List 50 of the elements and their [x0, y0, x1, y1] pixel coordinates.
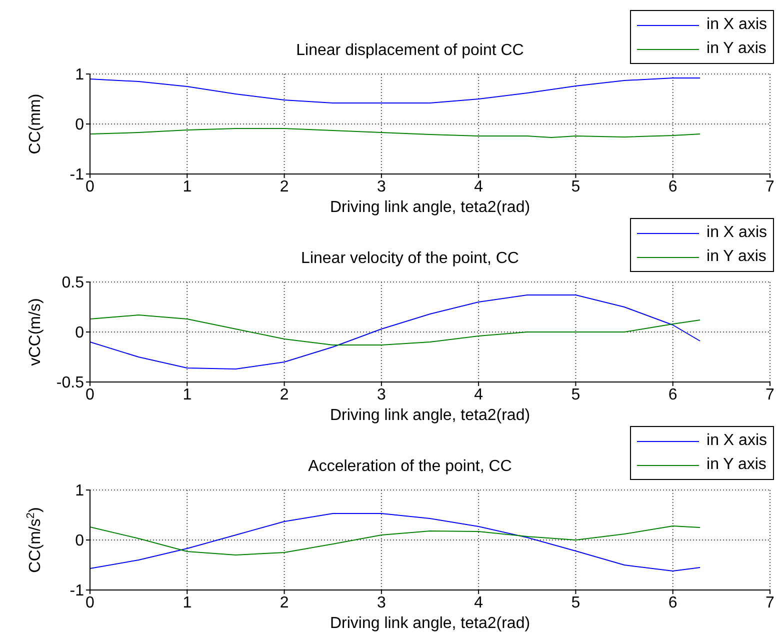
line-series — [90, 128, 701, 138]
legend-label: in Y axis — [706, 455, 766, 475]
chart-title: Linear velocity of the point, CC — [301, 250, 519, 267]
x-tick-label: 5 — [571, 386, 580, 404]
y-tick-label: 1 — [75, 66, 84, 84]
x-tick-label: 2 — [280, 386, 289, 404]
x-tick-label: 4 — [474, 386, 484, 404]
x-tick-label: 5 — [571, 594, 580, 612]
x-tick-label: 4 — [474, 178, 484, 196]
chart-title: Linear displacement of point CC — [296, 42, 524, 59]
x-tick-label: 3 — [376, 594, 386, 612]
legend-label: in X axis — [706, 223, 767, 243]
y-axis-title: vCC(m/s) — [27, 298, 44, 366]
x-tick-label: 7 — [766, 386, 775, 404]
legend-label: in X axis — [706, 431, 767, 451]
x-tick-label: 6 — [668, 386, 678, 404]
legend-label: in Y axis — [706, 247, 766, 267]
legend-label: in X axis — [706, 15, 767, 35]
y-tick-label: 0.5 — [62, 274, 84, 292]
x-tick-label: 7 — [766, 594, 775, 612]
x-tick-label: 1 — [182, 178, 192, 196]
line-series — [90, 513, 701, 572]
x-tick-label: 6 — [668, 178, 678, 196]
y-tick-label: -1 — [70, 166, 84, 184]
line-series — [90, 294, 701, 370]
line-series — [90, 314, 701, 346]
x-tick-label: 7 — [766, 178, 775, 196]
x-tick-label: 2 — [280, 594, 289, 612]
line-series — [90, 526, 701, 556]
x-tick-label: 4 — [474, 594, 484, 612]
y-tick-label: 1 — [75, 482, 84, 500]
y-axis-title: CC(mm) — [27, 94, 44, 154]
x-tick-label: 1 — [182, 386, 192, 404]
line-series — [90, 78, 701, 104]
chart-title: Acceleration of the point, CC — [308, 458, 512, 475]
x-tick-label: 1 — [182, 594, 192, 612]
y-tick-label: 0 — [75, 324, 84, 342]
y-tick-label: 0 — [75, 116, 84, 134]
x-tick-label: 2 — [280, 178, 289, 196]
x-tick-label: 6 — [668, 594, 678, 612]
x-tick-label: 3 — [376, 386, 386, 404]
legend-label: in Y axis — [706, 39, 766, 59]
x-tick-label: 5 — [571, 178, 580, 196]
x-axis-title: Driving link angle, teta2(rad) — [330, 199, 530, 216]
x-axis-title: Driving link angle, teta2(rad) — [330, 615, 530, 632]
y-tick-label: -0.5 — [56, 374, 84, 392]
x-tick-label: 3 — [376, 178, 386, 196]
x-axis-title: Driving link angle, teta2(rad) — [330, 407, 530, 424]
y-tick-label: -1 — [70, 582, 84, 600]
y-tick-label: 0 — [75, 532, 84, 550]
